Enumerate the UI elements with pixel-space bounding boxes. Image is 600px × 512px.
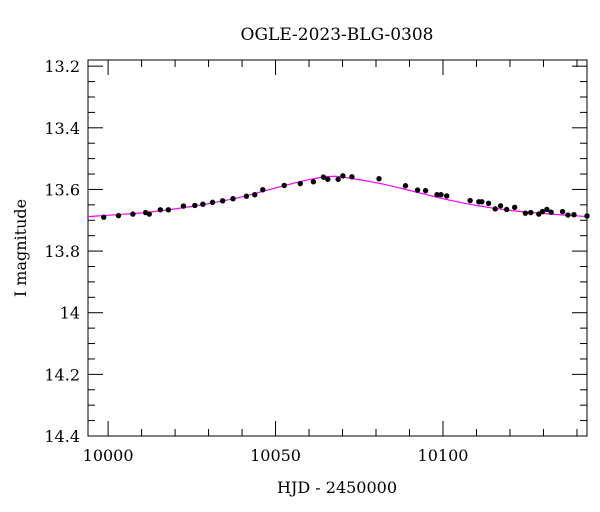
data-point bbox=[548, 209, 554, 215]
data-point bbox=[157, 207, 164, 213]
data-point bbox=[434, 191, 440, 198]
data-point bbox=[467, 197, 473, 204]
data-point bbox=[165, 207, 172, 213]
x-tick-label: 10100 bbox=[418, 446, 469, 465]
plot-frame bbox=[87, 59, 588, 437]
data-point bbox=[209, 199, 216, 206]
data-point bbox=[310, 179, 317, 185]
data-point bbox=[115, 212, 122, 219]
data-point bbox=[571, 212, 577, 218]
data-point bbox=[479, 199, 485, 205]
x-tick-labels: 10000 10050 10100 bbox=[83, 446, 469, 465]
data-point bbox=[219, 198, 226, 204]
y-tick-label: 13.8 bbox=[44, 242, 80, 261]
y-tick-labels: 13.2 13.4 13.6 13.8 14 14.2 14.4 bbox=[44, 57, 80, 446]
data-point bbox=[438, 191, 444, 198]
data-point bbox=[497, 203, 504, 209]
axis-ticks bbox=[88, 60, 587, 437]
data-points bbox=[101, 173, 590, 220]
data-point bbox=[503, 206, 510, 213]
data-point bbox=[544, 206, 550, 213]
data-point bbox=[335, 176, 341, 182]
y-tick-label: 14 bbox=[60, 304, 80, 323]
data-point bbox=[422, 187, 429, 194]
data-point bbox=[511, 204, 518, 211]
data-point bbox=[559, 208, 566, 215]
data-point bbox=[130, 211, 136, 217]
data-point bbox=[320, 174, 327, 180]
chart-title: OGLE-2023-BLG-0308 bbox=[241, 25, 434, 45]
y-tick-label: 13.4 bbox=[44, 119, 80, 138]
data-point bbox=[101, 214, 107, 220]
data-point bbox=[281, 182, 287, 189]
data-point bbox=[584, 213, 590, 219]
data-point bbox=[252, 191, 258, 198]
y-tick-label: 13.6 bbox=[44, 180, 80, 199]
data-point bbox=[230, 195, 236, 202]
x-axis-label: HJD - 2450000 bbox=[277, 478, 397, 497]
data-point bbox=[340, 173, 346, 179]
data-point bbox=[565, 212, 571, 218]
data-point bbox=[297, 180, 304, 187]
data-point bbox=[492, 206, 498, 212]
data-point bbox=[528, 209, 534, 216]
data-point bbox=[349, 174, 355, 180]
data-point bbox=[376, 175, 382, 182]
y-axis-label: I magnitude bbox=[11, 199, 30, 297]
data-point bbox=[414, 187, 421, 193]
data-point bbox=[402, 183, 409, 189]
y-tick-label: 14.2 bbox=[44, 365, 80, 384]
data-point bbox=[243, 193, 250, 199]
data-point bbox=[325, 176, 331, 182]
data-point bbox=[522, 210, 529, 216]
data-point bbox=[180, 203, 187, 209]
y-tick-label: 14.4 bbox=[44, 427, 80, 446]
data-point bbox=[443, 193, 450, 199]
data-point bbox=[539, 208, 546, 215]
data-point bbox=[485, 200, 492, 207]
data-point bbox=[200, 201, 206, 207]
x-tick-label: 10000 bbox=[83, 446, 134, 465]
data-point bbox=[146, 211, 152, 217]
data-point bbox=[260, 187, 266, 193]
data-point bbox=[192, 202, 198, 209]
y-tick-label: 13.2 bbox=[44, 57, 80, 76]
x-tick-label: 10050 bbox=[250, 446, 301, 465]
